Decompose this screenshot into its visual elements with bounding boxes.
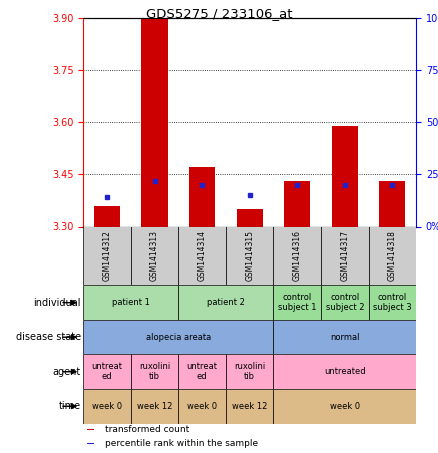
Bar	[273, 226, 321, 285]
Bar	[368, 226, 416, 285]
Bar	[178, 226, 226, 285]
Text: GSM1414313: GSM1414313	[150, 231, 159, 281]
Text: ruxolini
tib: ruxolini tib	[234, 362, 265, 381]
Text: week 0: week 0	[92, 402, 122, 411]
Text: time: time	[59, 401, 81, 411]
Bar	[87, 443, 94, 444]
Bar	[284, 181, 310, 226]
Bar	[83, 285, 178, 320]
Text: week 12: week 12	[232, 402, 267, 411]
Bar	[273, 320, 416, 354]
Text: alopecia areata: alopecia areata	[146, 333, 211, 342]
Text: percentile rank within the sample: percentile rank within the sample	[105, 439, 258, 448]
Text: control
subject 1: control subject 1	[278, 293, 317, 312]
Bar	[178, 354, 226, 389]
Text: GSM1414317: GSM1414317	[340, 231, 349, 281]
Text: individual: individual	[34, 298, 81, 308]
Bar	[368, 285, 416, 320]
Bar	[141, 18, 168, 226]
Bar	[178, 389, 226, 424]
Text: untreat
ed: untreat ed	[92, 362, 123, 381]
Text: week 0: week 0	[330, 402, 360, 411]
Bar	[131, 389, 178, 424]
Bar	[321, 226, 368, 285]
Text: GSM1414312: GSM1414312	[102, 231, 112, 281]
Bar	[94, 206, 120, 226]
Bar	[332, 126, 358, 226]
Bar	[379, 181, 406, 226]
Text: control
subject 3: control subject 3	[373, 293, 412, 312]
Bar	[131, 226, 178, 285]
Text: patient 1: patient 1	[112, 298, 150, 307]
Bar	[87, 429, 94, 430]
Text: week 0: week 0	[187, 402, 217, 411]
Bar	[189, 168, 215, 226]
Text: GSM1414314: GSM1414314	[198, 231, 207, 281]
Bar	[321, 285, 368, 320]
Bar	[83, 389, 131, 424]
Text: transformed count: transformed count	[105, 425, 189, 434]
Bar	[273, 389, 416, 424]
Text: agent: agent	[53, 367, 81, 377]
Bar	[237, 209, 263, 226]
Text: disease state: disease state	[16, 332, 81, 342]
Text: GSM1414315: GSM1414315	[245, 231, 254, 281]
Text: GSM1414316: GSM1414316	[293, 231, 302, 281]
Text: untreated: untreated	[324, 367, 366, 376]
Text: ruxolini
tib: ruxolini tib	[139, 362, 170, 381]
Bar	[178, 285, 273, 320]
Bar	[226, 354, 273, 389]
Bar	[273, 354, 416, 389]
Text: GDS5275 / 233106_at: GDS5275 / 233106_at	[146, 7, 292, 20]
Bar	[226, 389, 273, 424]
Bar	[131, 354, 178, 389]
Text: week 12: week 12	[137, 402, 172, 411]
Text: normal: normal	[330, 333, 360, 342]
Bar	[226, 226, 273, 285]
Bar	[273, 285, 321, 320]
Bar	[83, 226, 131, 285]
Bar	[83, 320, 273, 354]
Bar	[83, 354, 131, 389]
Text: GSM1414318: GSM1414318	[388, 231, 397, 281]
Text: patient 2: patient 2	[207, 298, 245, 307]
Text: control
subject 2: control subject 2	[325, 293, 364, 312]
Text: untreat
ed: untreat ed	[187, 362, 218, 381]
